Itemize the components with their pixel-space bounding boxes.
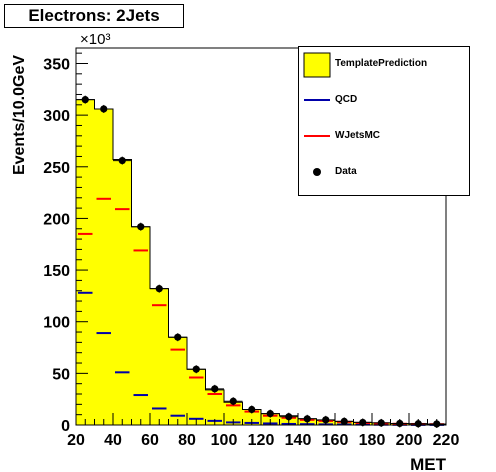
legend-swatch-data xyxy=(313,168,321,176)
data-point xyxy=(303,415,311,423)
x-tick-label: 120 xyxy=(248,432,275,449)
template-bar xyxy=(76,99,95,426)
legend-label-data: Data xyxy=(335,166,357,177)
data-point xyxy=(266,410,274,418)
legend-item-data: Data xyxy=(299,158,469,188)
legend-item-template: TemplatePrediction xyxy=(299,50,469,80)
chart-title: Electrons: 2Jets xyxy=(4,4,184,28)
x-tick-label: 180 xyxy=(359,432,386,449)
data-point xyxy=(174,333,182,341)
legend-swatch-wjets xyxy=(304,135,330,137)
template-bar xyxy=(94,108,113,425)
x-axis-title: MET xyxy=(410,455,447,472)
y-tick-label: 0 xyxy=(61,418,70,435)
data-point xyxy=(211,385,219,393)
x-tick-label: 40 xyxy=(104,432,122,449)
legend-item-qcd: QCD xyxy=(299,86,469,116)
y-tick-label: 200 xyxy=(43,211,70,228)
legend-label-qcd: QCD xyxy=(335,94,358,105)
legend-label-wjets: WJetsMC xyxy=(335,130,381,141)
data-point xyxy=(192,365,200,373)
template-bar xyxy=(113,159,132,425)
data-point xyxy=(248,405,256,414)
data-point xyxy=(155,285,163,293)
template-bar xyxy=(205,389,224,425)
y-multiplier: ×10³ xyxy=(80,31,110,48)
y-tick-label: 300 xyxy=(43,108,70,125)
template-bar xyxy=(168,337,187,425)
legend: TemplatePrediction QCD WJetsMC Data xyxy=(298,46,470,196)
template-bar xyxy=(150,288,169,425)
data-point xyxy=(285,413,293,421)
y-tick-label: 100 xyxy=(43,315,70,332)
y-axis-title: Events/10.0GeV xyxy=(11,55,28,175)
legend-label-template: TemplatePrediction xyxy=(335,58,428,69)
data-point xyxy=(118,156,126,165)
legend-swatch-qcd xyxy=(304,99,330,101)
x-tick-label: 220 xyxy=(433,432,460,449)
x-tick-label: 200 xyxy=(396,432,423,449)
y-tick-label: 50 xyxy=(52,366,70,383)
y-tick-label: 150 xyxy=(43,263,70,280)
x-tick-label: 80 xyxy=(178,432,196,449)
x-tick-label: 160 xyxy=(322,432,349,449)
template-bar xyxy=(131,226,150,425)
x-tick-label: 60 xyxy=(141,432,159,449)
x-tick-label: 100 xyxy=(211,432,238,449)
y-tick-label: 250 xyxy=(43,160,70,177)
template-bar xyxy=(242,409,261,425)
data-point xyxy=(229,397,237,405)
y-tick-label: 350 xyxy=(43,56,70,73)
legend-swatch-template xyxy=(303,52,331,78)
template-bar xyxy=(224,402,243,425)
data-point xyxy=(100,105,108,113)
template-bar xyxy=(187,369,206,425)
data-point xyxy=(137,223,145,231)
data-point xyxy=(81,96,89,104)
x-tick-label: 20 xyxy=(67,432,85,449)
axes-layer: 0 50 100 150 200 250 300 350 20 40 60 80 100 120 140 16… xyxy=(43,52,460,449)
x-tick-label: 140 xyxy=(285,432,312,449)
legend-item-wjets: WJetsMC xyxy=(299,122,469,152)
histogram-layer xyxy=(75,99,447,426)
